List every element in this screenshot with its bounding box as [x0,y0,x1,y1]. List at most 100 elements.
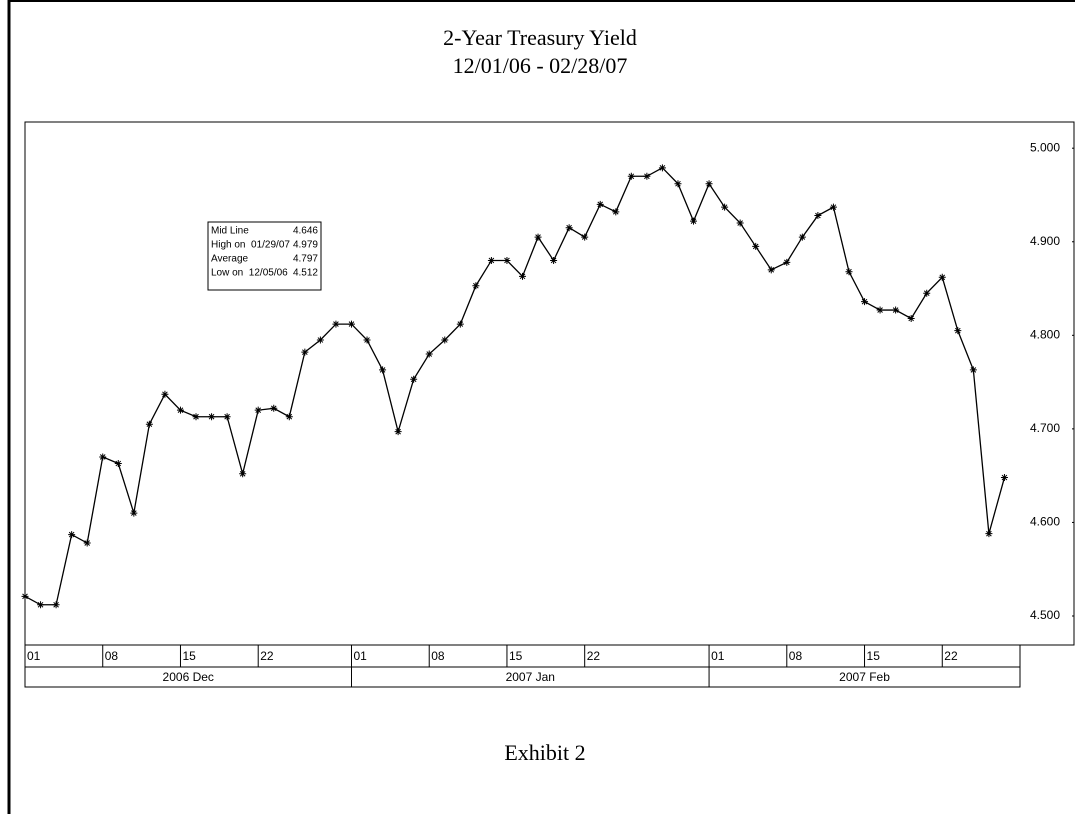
stats-value: 4.646 [293,226,318,237]
point-marker [798,233,806,241]
plot-frame [24,121,1075,646]
point-marker [239,470,247,478]
point-marker [783,258,791,266]
point-marker [938,273,946,281]
point-marker [705,180,713,188]
point-marker [519,272,526,280]
point-marker [114,459,122,467]
stats-value: 4.512 [293,268,318,279]
x-tick-label: 01 [711,649,725,663]
chart-title: 2-Year Treasury Yield [443,25,637,50]
stats-label: Average [211,254,249,265]
point-marker [690,217,698,225]
point-marker [985,530,993,538]
x-tick-label: 15 [182,649,196,663]
point-marker [829,203,837,211]
point-marker [52,601,60,609]
caption: Exhibit 2 [504,740,585,765]
point-marker [814,212,822,220]
y-tick-label: 4.500 [1030,608,1060,622]
point-marker [969,366,977,374]
point-marker [736,219,744,227]
point-marker [208,413,216,421]
point-marker [347,320,355,328]
point-marker [83,539,91,547]
point-marker [472,282,480,290]
stats-box [207,221,322,291]
x-tick-label: 15 [867,649,881,663]
point-marker [99,453,107,461]
stats-value: 4.797 [293,254,318,265]
x-tick-label: 08 [431,649,445,663]
y-tick-label: 4.600 [1030,515,1060,529]
point-marker [285,413,293,421]
point-marker [130,509,138,517]
point-marker [923,289,931,297]
x-tick-label: 08 [105,649,119,663]
month-label: 2006 Dec [163,670,214,684]
point-marker [379,366,387,374]
point-marker [301,348,309,356]
stats-label: Low on 12/05/06 [211,268,288,279]
point-marker [752,242,760,250]
chart-subtitle: 12/01/06 - 02/28/07 [453,53,628,78]
point-marker [612,208,620,216]
point-marker [1000,474,1008,482]
y-tick-label: 4.700 [1030,421,1060,435]
y-tick-label: 4.900 [1030,234,1060,248]
point-marker [658,164,666,172]
month-label: 2007 Feb [839,670,890,684]
point-marker [332,320,340,328]
point-marker [581,233,589,241]
x-tick-label: 22 [944,649,958,663]
point-marker [534,233,542,241]
point-marker [394,428,402,436]
stats-label: Mid Line [211,226,249,237]
point-marker [861,298,869,306]
stats-label: High on 01/29/07 [211,240,290,251]
point-marker [892,306,900,314]
point-marker [145,420,153,428]
x-tick-label: 22 [260,649,274,663]
point-marker [456,320,464,328]
point-marker [37,601,45,609]
point-marker [316,336,324,344]
point-marker [550,256,558,264]
point-marker [907,314,915,322]
point-marker [68,531,76,539]
point-marker [487,256,495,264]
point-marker [161,390,169,398]
y-tick-label: 4.800 [1030,327,1060,341]
point-marker [363,336,371,344]
x-tick-label: 01 [27,649,41,663]
point-marker [565,224,573,232]
line [24,167,1006,606]
point-marker [192,413,200,421]
x-tick-label: 08 [789,649,803,663]
point-marker [223,413,231,421]
point-marker [441,336,449,344]
point-marker [643,172,651,180]
point-marker [627,172,635,180]
point-marker [270,404,278,412]
month-label: 2007 Jan [506,670,555,684]
point-marker [254,406,262,414]
x-tick-label: 01 [353,649,367,663]
point-marker [21,592,29,600]
point-marker [674,180,682,188]
point-marker [410,375,418,383]
point-marker [767,266,775,274]
point-marker [954,327,962,335]
point-marker [503,256,511,264]
point-marker [876,306,884,314]
point-marker [176,406,184,414]
point-marker [425,350,433,358]
stats-value: 4.979 [293,240,318,251]
point-marker [845,268,853,276]
x-tick-label: 22 [587,649,601,663]
point-marker [721,203,729,211]
point-marker [596,200,604,208]
y-tick-label: 5.000 [1030,140,1060,154]
